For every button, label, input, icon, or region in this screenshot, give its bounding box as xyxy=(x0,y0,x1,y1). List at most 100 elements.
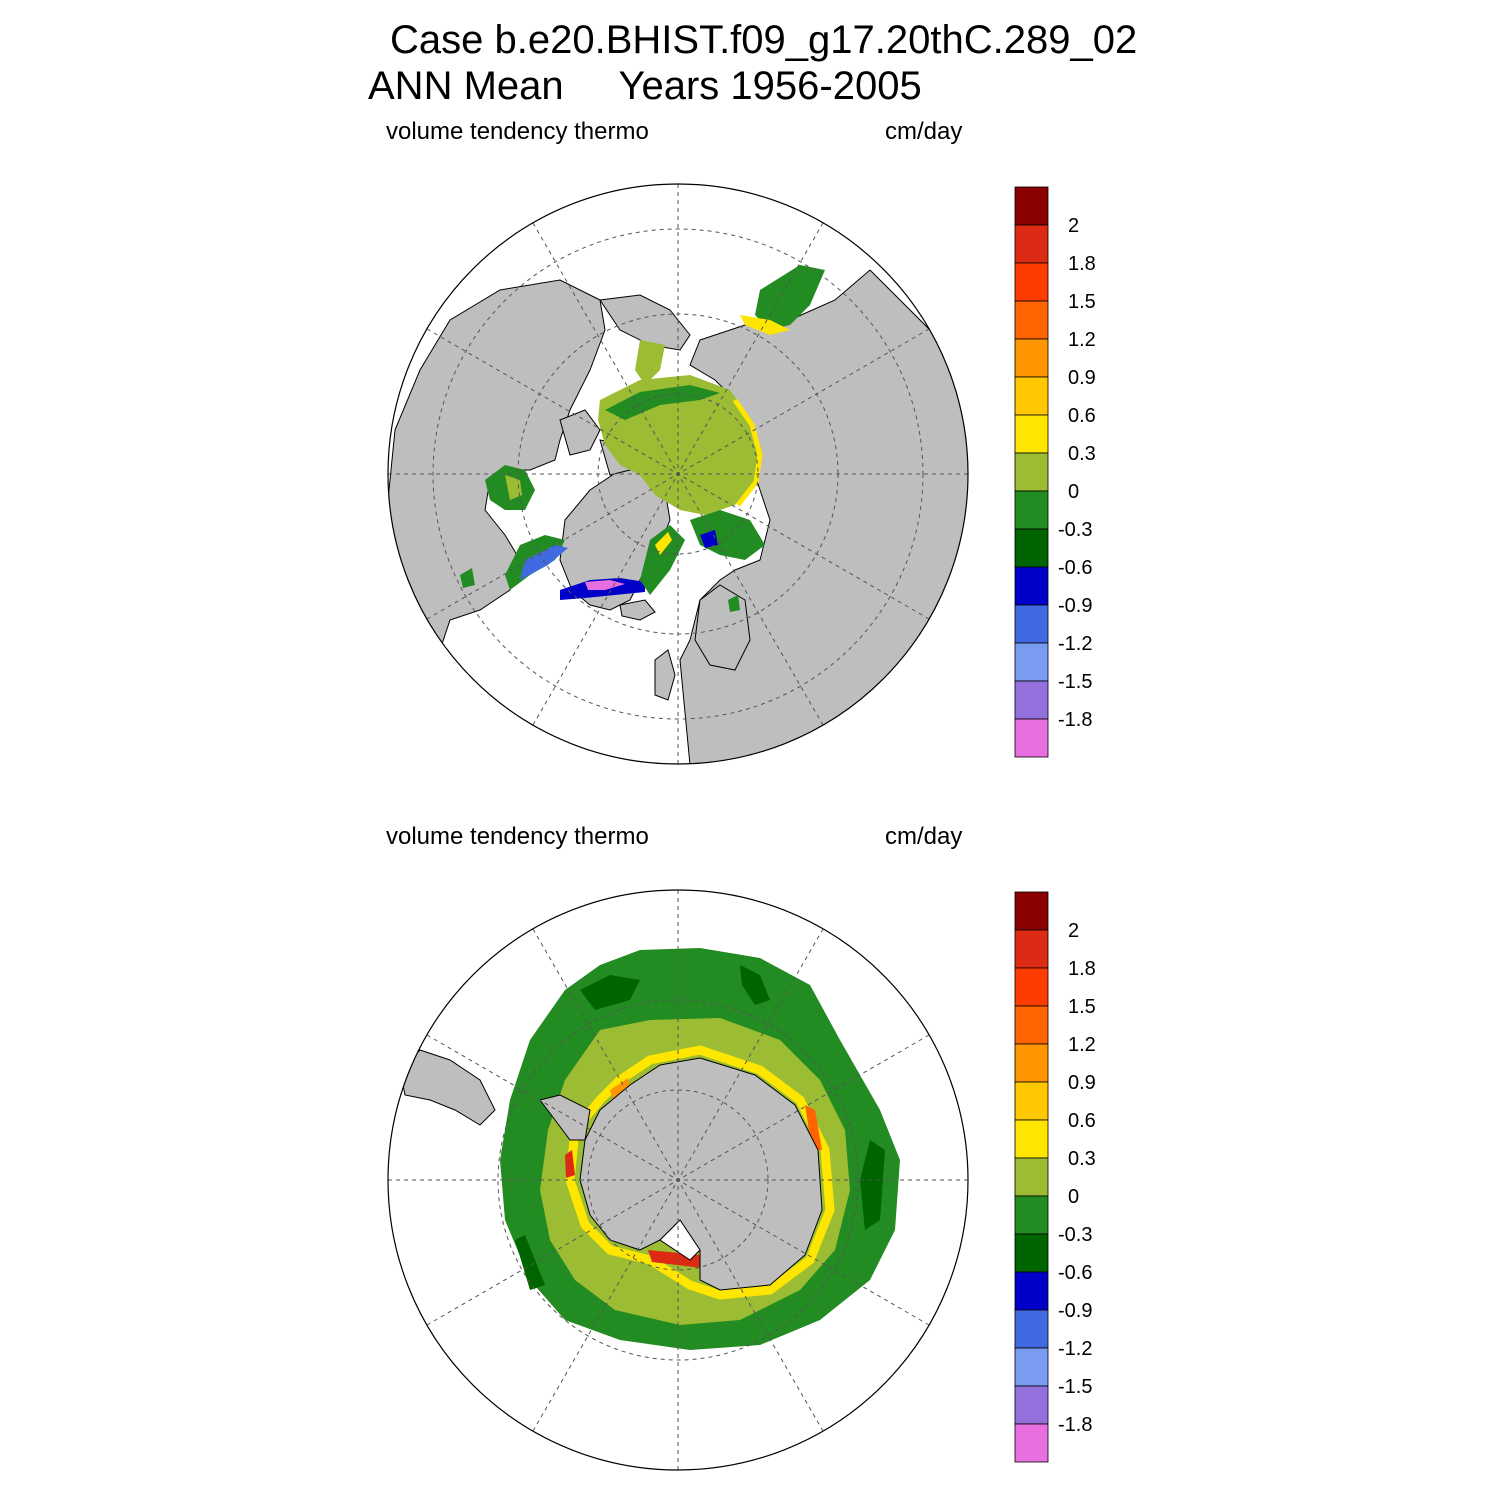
north-colorbar-tick-label: -0.9 xyxy=(1058,595,1092,617)
north-land-masses xyxy=(388,269,968,764)
south-america-tip xyxy=(399,1049,496,1126)
south-colorbar-swatch xyxy=(1014,1157,1049,1197)
south-colorbar-swatch xyxy=(1014,1347,1049,1387)
south-colorbar-tick-label: -0.9 xyxy=(1058,1300,1092,1322)
north-colorbar-tick-label: -1.2 xyxy=(1058,633,1092,655)
south-colorbar-tick-label: -0.3 xyxy=(1058,1224,1092,1246)
british-isles xyxy=(654,649,676,701)
antarctica-landmass xyxy=(579,1057,823,1291)
north-colorbar-tick-label: 1.2 xyxy=(1068,329,1096,351)
south-colorbar-swatch xyxy=(1014,1043,1049,1083)
south-colorbar-tick-label: 1.2 xyxy=(1068,1034,1096,1056)
south-colorbar-swatch xyxy=(1014,1005,1049,1045)
dark-green-patch-3 xyxy=(860,1140,885,1230)
figure-title-line1: Case b.e20.BHIST.f09_g17.20thC.289_02 xyxy=(390,18,1138,62)
south-colorbar-swatch xyxy=(1014,967,1049,1007)
north-graticule xyxy=(388,184,968,764)
south-colorbar-swatch xyxy=(1014,1195,1049,1235)
north-colorbar-tick-label: 0.3 xyxy=(1068,443,1096,465)
north-colorbar-swatch xyxy=(1014,262,1049,302)
north-sea-ice-field xyxy=(460,265,825,612)
south-colorbar-tick-label: 1.8 xyxy=(1068,958,1096,980)
south-colorbar-swatch xyxy=(1014,1271,1049,1311)
north-colorbar-swatch xyxy=(1014,376,1049,416)
south-polar-map xyxy=(387,889,969,1471)
north-panel-units-label: cm/day xyxy=(885,118,963,145)
baltic-ice xyxy=(728,595,740,612)
greenland-east-coast-pink xyxy=(585,580,625,590)
north-colorbar-tick-label: -1.5 xyxy=(1058,671,1092,693)
north-colorbar-swatch xyxy=(1014,718,1049,758)
south-colorbar-tick-label: -1.5 xyxy=(1058,1376,1092,1398)
dark-green-patch-4 xyxy=(515,1235,545,1290)
okhotsk-ice xyxy=(755,265,825,330)
north-map-border xyxy=(387,183,969,765)
dark-green-patch-2 xyxy=(740,965,770,1005)
dark-green-patch-1 xyxy=(580,975,640,1010)
south-colorbar-tick-label: 0 xyxy=(1068,1186,1079,1208)
north-colorbar-swatch xyxy=(1014,642,1049,682)
south-colorbar-swatch xyxy=(1014,1081,1049,1121)
antarctic-red-edge-2 xyxy=(805,1105,822,1150)
north-colorbar-tick-label: 1.8 xyxy=(1068,253,1096,275)
okhotsk-yellow-edge xyxy=(740,315,790,335)
south-colorbar-swatch xyxy=(1014,1423,1049,1463)
north-colorbar-swatch xyxy=(1014,414,1049,454)
south-colorbar-tick-label: 0.6 xyxy=(1068,1110,1096,1132)
hudson-bay-center xyxy=(505,475,522,500)
arctic-yellow-rim xyxy=(732,398,763,507)
south-colorbar-tick-label: -0.6 xyxy=(1058,1262,1092,1284)
south-colorbar-swatch xyxy=(1014,1385,1049,1425)
st-lawrence-ice xyxy=(460,568,475,588)
greenland-sea-yellow xyxy=(655,532,672,555)
south-colorbar-tick-label: 0.3 xyxy=(1068,1148,1096,1170)
barents-ice xyxy=(690,510,765,560)
south-colorbar: 2 1.8 1.5 1.2 0.9 0.6 0.3 0 -0.3 -0.6 -0.9 -1.2 -1.5… xyxy=(1014,891,1096,1463)
north-colorbar: 2 1.8 1.5 1.2 0.9 0.6 0.3 0 -0.3 -0.6 -0.9 -1.2 -1.5… xyxy=(1014,186,1096,758)
north-colorbar-swatch xyxy=(1014,224,1049,264)
canadian-archipelago xyxy=(559,409,601,456)
arctic-dark-green-band xyxy=(605,385,720,420)
north-colorbar-swatch xyxy=(1014,604,1049,644)
south-graticule xyxy=(388,890,968,1470)
north-colorbar-tick-label: 1.5 xyxy=(1068,291,1096,313)
north-polar-map xyxy=(387,183,969,765)
south-map-border xyxy=(387,889,969,1471)
south-panel-left-label: volume tendency thermo xyxy=(386,823,649,850)
south-colorbar-tick-label: 2 xyxy=(1068,920,1079,942)
north-colorbar-tick-label: 0 xyxy=(1068,481,1079,503)
antarctic-peninsula xyxy=(539,1094,591,1141)
bering-ice xyxy=(635,340,665,385)
north-colorbar-swatch xyxy=(1014,680,1049,720)
south-colorbar-tick-label: -1.2 xyxy=(1058,1338,1092,1360)
alaska-landmass xyxy=(599,294,691,351)
south-panel-units-label: cm/day xyxy=(885,823,963,850)
north-colorbar-swatch xyxy=(1014,490,1049,530)
north-colorbar-swatch xyxy=(1014,300,1049,340)
north-colorbar-swatch xyxy=(1014,452,1049,492)
south-colorbar-swatch xyxy=(1014,929,1049,969)
north-panel-left-label: volume tendency thermo xyxy=(386,118,649,145)
north-colorbar-swatch xyxy=(1014,338,1049,378)
south-colorbar-tick-label: -1.8 xyxy=(1058,1414,1092,1436)
south-colorbar-swatch xyxy=(1014,1119,1049,1159)
north-colorbar-tick-label: 2 xyxy=(1068,215,1079,237)
south-colorbar-tick-label: 0.9 xyxy=(1068,1072,1096,1094)
south-colorbar-swatch xyxy=(1014,1233,1049,1273)
north-colorbar-tick-label: 0.9 xyxy=(1068,367,1096,389)
south-colorbar-swatch xyxy=(1014,891,1049,931)
north-colorbar-tick-label: -1.8 xyxy=(1058,709,1092,731)
antarctic-red-edge-3 xyxy=(565,1150,575,1178)
figure-title-line2: ANN Mean Years 1956-2005 xyxy=(368,64,922,108)
ross-ice-shelf-notch xyxy=(659,1219,701,1261)
south-colorbar-tick-label: 1.5 xyxy=(1068,996,1096,1018)
north-colorbar-tick-label: -0.3 xyxy=(1058,519,1092,541)
north-colorbar-swatch xyxy=(1014,566,1049,606)
greenland-sea-ice xyxy=(640,525,685,595)
south-colorbar-swatch xyxy=(1014,1309,1049,1349)
north-colorbar-tick-label: -0.6 xyxy=(1058,557,1092,579)
north-colorbar-tick-label: 0.6 xyxy=(1068,405,1096,427)
north-colorbar-swatch xyxy=(1014,528,1049,568)
north-colorbar-swatch xyxy=(1014,186,1049,226)
